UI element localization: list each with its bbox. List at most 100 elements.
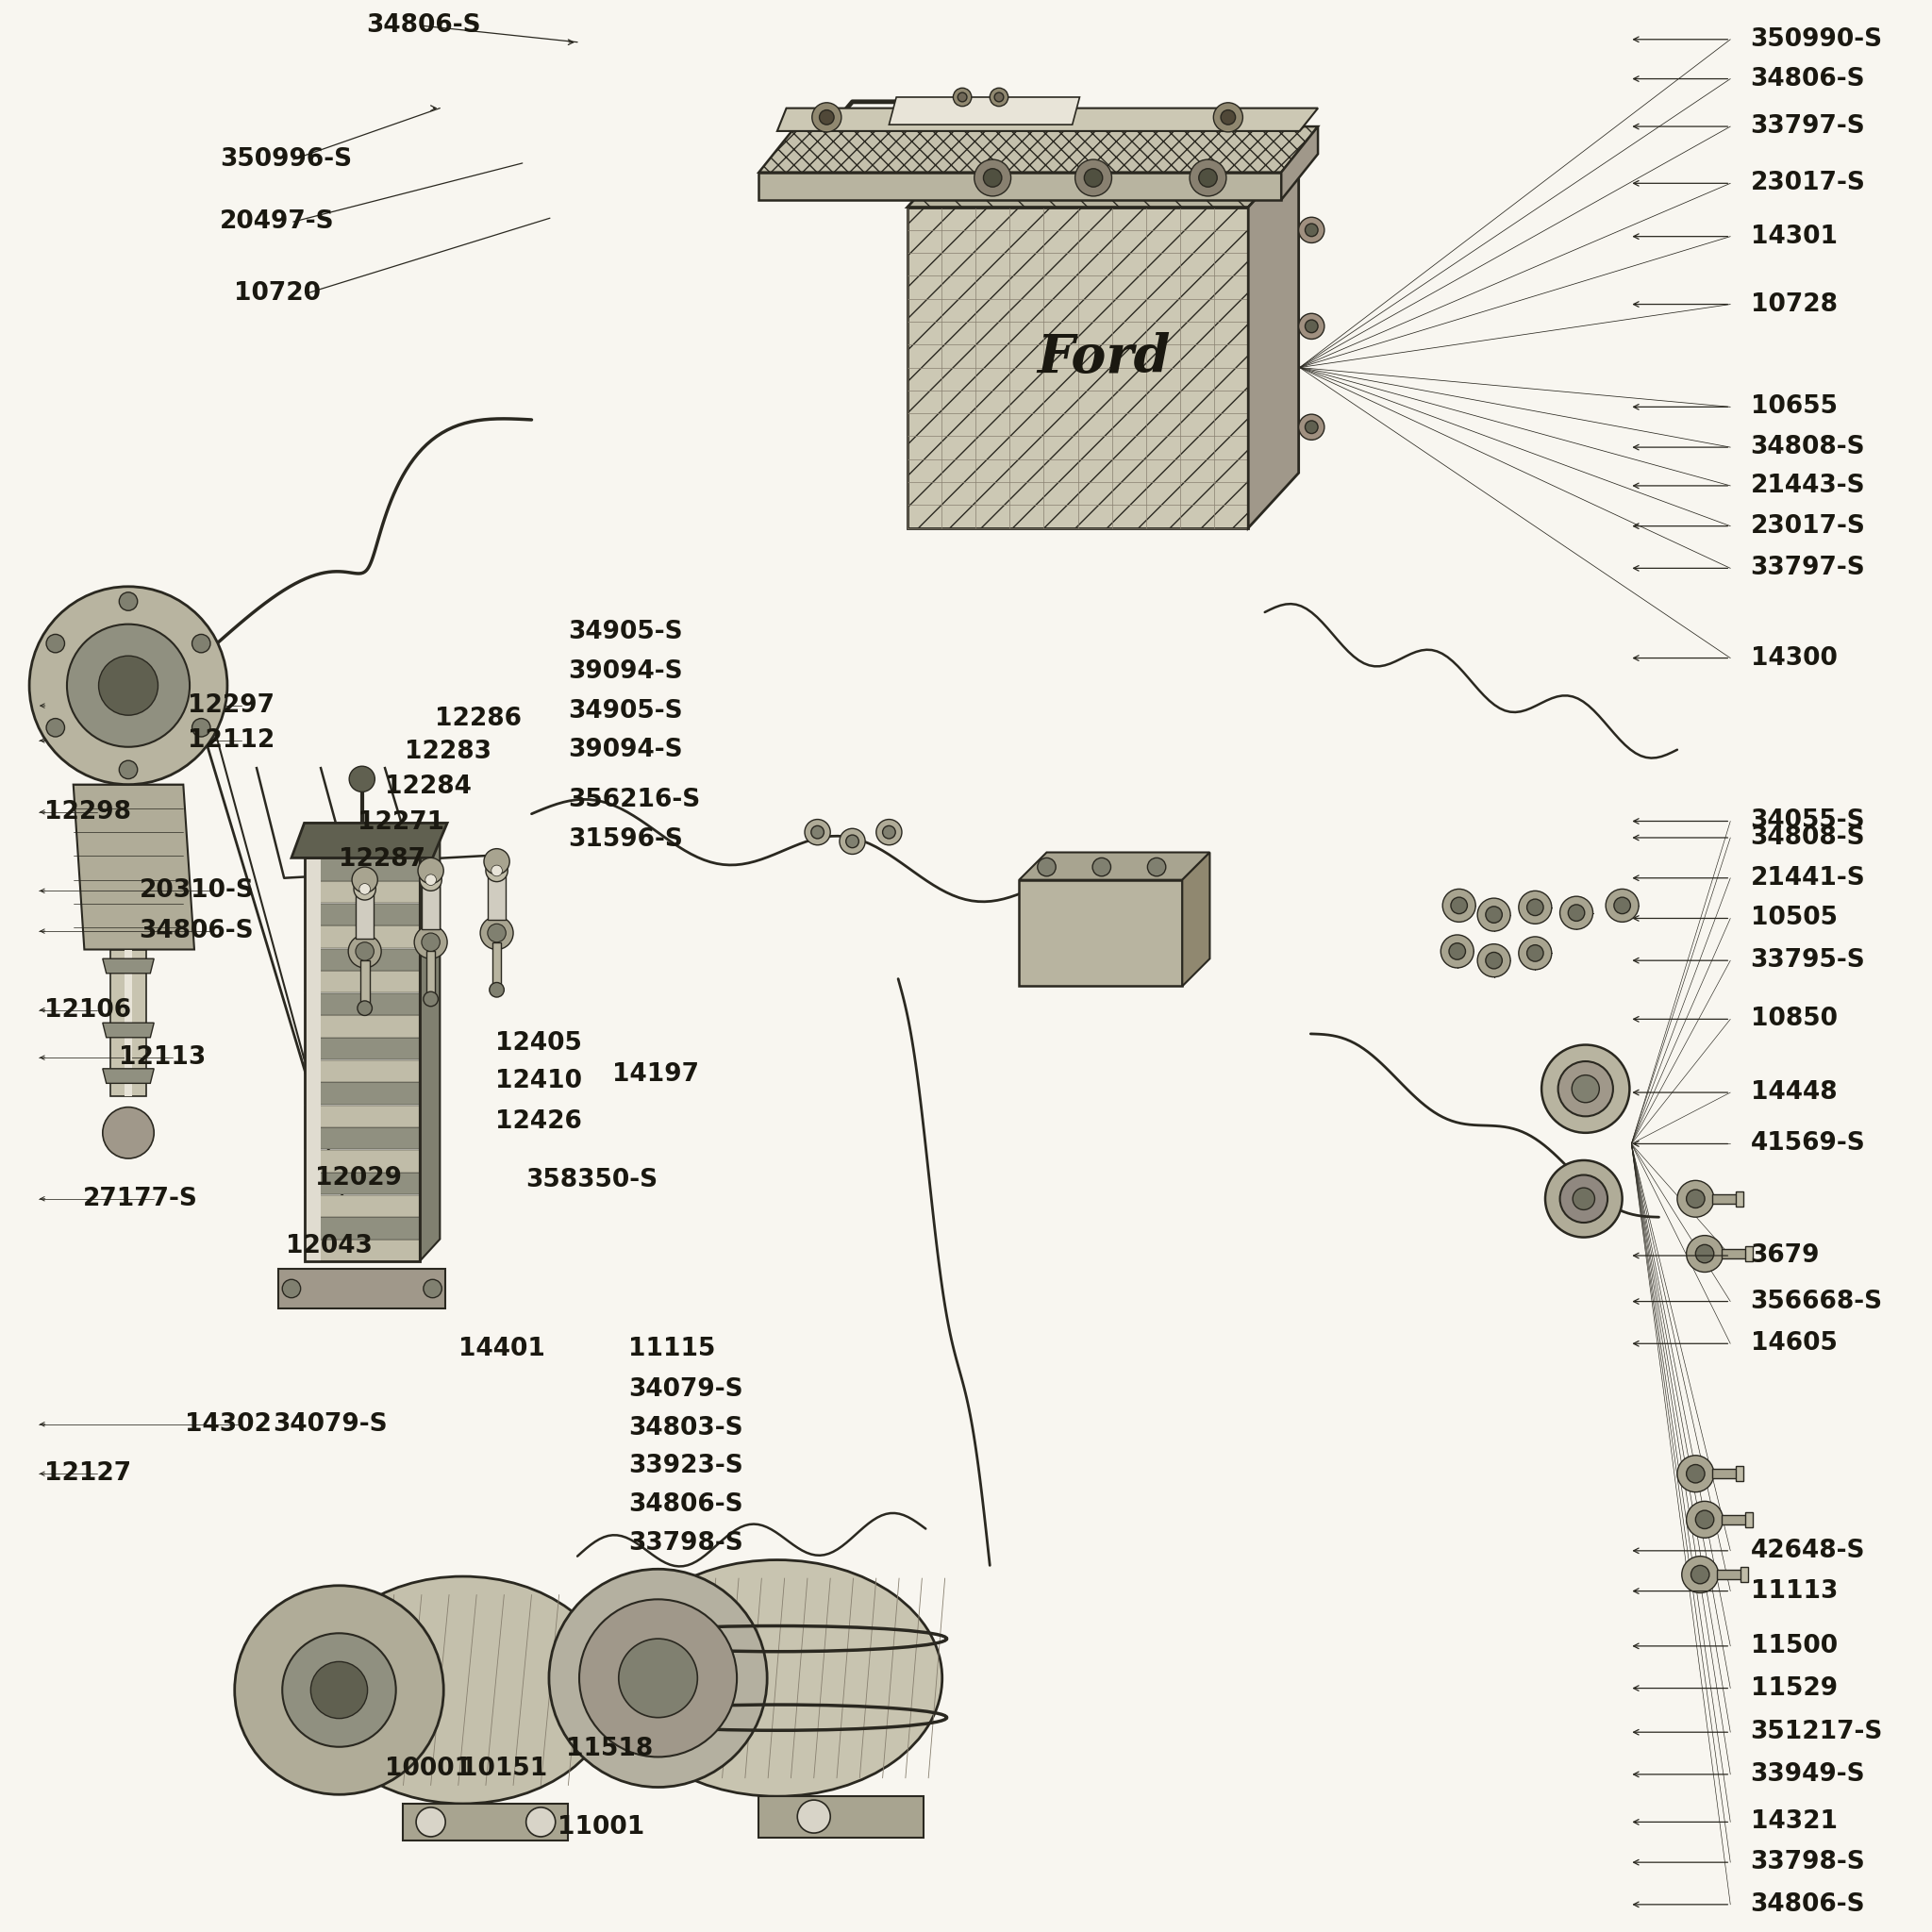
Circle shape: [1696, 1511, 1714, 1528]
Polygon shape: [759, 1797, 923, 1837]
Circle shape: [485, 860, 508, 881]
Circle shape: [883, 825, 895, 838]
Bar: [303, 1061, 419, 1082]
Text: 33797-S: 33797-S: [1750, 556, 1866, 580]
Circle shape: [1687, 1464, 1704, 1484]
Text: 34079-S: 34079-S: [272, 1412, 388, 1437]
Text: 14197: 14197: [612, 1063, 699, 1086]
Circle shape: [1690, 1565, 1710, 1584]
Circle shape: [234, 1586, 444, 1795]
Circle shape: [1486, 906, 1503, 923]
Circle shape: [68, 624, 189, 748]
Bar: [1745, 1513, 1752, 1526]
Circle shape: [481, 916, 514, 949]
Circle shape: [423, 1279, 442, 1298]
Bar: [303, 1082, 419, 1105]
Bar: [1721, 1515, 1747, 1524]
Circle shape: [350, 767, 375, 792]
Circle shape: [1519, 937, 1551, 970]
Text: 34806-S: 34806-S: [367, 14, 481, 39]
Polygon shape: [759, 126, 1318, 172]
Text: 11113: 11113: [1750, 1578, 1837, 1604]
Text: 351217-S: 351217-S: [1750, 1719, 1884, 1745]
Circle shape: [1074, 160, 1111, 197]
Text: 33797-S: 33797-S: [1750, 114, 1866, 139]
Circle shape: [282, 1279, 301, 1298]
Circle shape: [1190, 160, 1227, 197]
Circle shape: [1681, 1557, 1718, 1592]
Circle shape: [1148, 858, 1165, 877]
Bar: [303, 1196, 419, 1217]
Text: 12127: 12127: [44, 1461, 131, 1486]
Text: 14300: 14300: [1750, 645, 1837, 670]
Circle shape: [1605, 889, 1638, 922]
Polygon shape: [404, 1804, 568, 1841]
Text: 11500: 11500: [1750, 1634, 1837, 1658]
Polygon shape: [759, 172, 1281, 199]
Bar: [1735, 1466, 1743, 1482]
Bar: [1020, 879, 1182, 985]
Circle shape: [419, 869, 442, 891]
Text: 12271: 12271: [357, 811, 444, 835]
Text: 12112: 12112: [187, 728, 274, 753]
Circle shape: [1449, 943, 1466, 960]
Text: 12410: 12410: [495, 1068, 582, 1094]
Circle shape: [352, 867, 377, 893]
Circle shape: [1298, 216, 1323, 243]
Text: 34905-S: 34905-S: [568, 620, 684, 645]
Text: Ford: Ford: [1037, 332, 1171, 384]
Circle shape: [549, 1569, 767, 1787]
Polygon shape: [73, 784, 195, 949]
Circle shape: [995, 93, 1003, 102]
Circle shape: [1526, 945, 1544, 962]
Circle shape: [1443, 889, 1476, 922]
Text: 27177-S: 27177-S: [83, 1186, 197, 1211]
Polygon shape: [908, 153, 1298, 207]
Polygon shape: [102, 958, 155, 974]
Circle shape: [974, 160, 1010, 197]
Text: 34055-S: 34055-S: [1750, 810, 1864, 833]
Bar: [1735, 1192, 1743, 1206]
Polygon shape: [1248, 153, 1298, 527]
Circle shape: [483, 848, 510, 875]
Text: 21443-S: 21443-S: [1750, 473, 1864, 498]
Circle shape: [1687, 1235, 1723, 1271]
Circle shape: [311, 1662, 367, 1718]
Circle shape: [29, 587, 228, 784]
Text: 12405: 12405: [495, 1032, 582, 1055]
Text: 10655: 10655: [1750, 394, 1837, 419]
Text: 10505: 10505: [1750, 906, 1837, 931]
Text: 34079-S: 34079-S: [628, 1378, 744, 1403]
Text: 21441-S: 21441-S: [1750, 866, 1866, 891]
Text: 10001: 10001: [384, 1756, 471, 1781]
Text: 3679: 3679: [1750, 1244, 1820, 1267]
Text: 14321: 14321: [1750, 1810, 1837, 1833]
Text: 31596-S: 31596-S: [568, 827, 684, 852]
Circle shape: [354, 877, 375, 900]
Text: 34806-S: 34806-S: [1750, 1891, 1864, 1917]
Circle shape: [1677, 1180, 1714, 1217]
Text: 11518: 11518: [566, 1737, 653, 1760]
Circle shape: [355, 943, 375, 960]
Text: 12287: 12287: [340, 848, 425, 871]
Circle shape: [1037, 858, 1055, 877]
Text: 23017-S: 23017-S: [1750, 514, 1866, 539]
Circle shape: [120, 593, 137, 611]
Text: 350990-S: 350990-S: [1750, 27, 1882, 52]
Bar: [303, 1150, 419, 1173]
Circle shape: [1526, 898, 1544, 916]
Circle shape: [811, 102, 840, 131]
Text: 14448: 14448: [1750, 1080, 1837, 1105]
Bar: [303, 993, 419, 1016]
Circle shape: [1084, 168, 1103, 187]
Polygon shape: [1020, 852, 1209, 879]
Circle shape: [1478, 898, 1511, 931]
Circle shape: [1687, 1190, 1704, 1208]
Text: 33798-S: 33798-S: [1750, 1851, 1866, 1874]
Circle shape: [798, 1801, 831, 1833]
Circle shape: [1298, 413, 1323, 440]
Text: 23017-S: 23017-S: [1750, 172, 1866, 195]
Circle shape: [1092, 858, 1111, 877]
Text: 34905-S: 34905-S: [568, 699, 684, 723]
Text: 33923-S: 33923-S: [628, 1455, 744, 1478]
